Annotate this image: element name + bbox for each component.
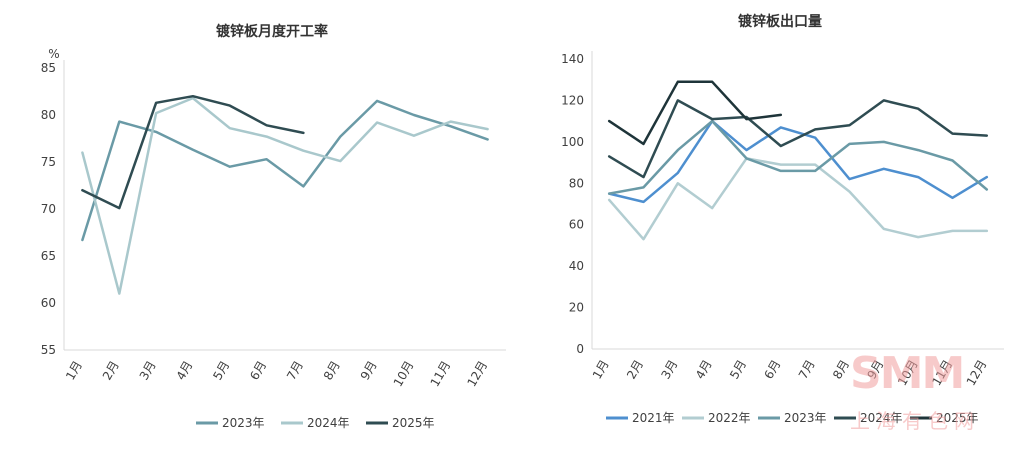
x-tick-label: 9月 <box>864 358 886 382</box>
y-tick-label: 60 <box>569 218 584 232</box>
chart-left-operating-rate: 镀锌板月度开工率% 55 60 65 70 75 80 85 1月 2月 3月 4月 5月 6月 7月 8月 9… <box>0 0 510 475</box>
y-tick-label: 75 <box>41 155 56 169</box>
x-tick-label: 6月 <box>247 359 269 383</box>
y-tick-label: 65 <box>41 249 56 263</box>
series-line-2025年 <box>81 94 305 210</box>
x-tick-label: 3月 <box>137 359 159 383</box>
y-tick-label: 80 <box>569 176 584 190</box>
x-tick-label: 11月 <box>428 359 454 390</box>
x-tick-label: 1月 <box>63 359 85 383</box>
x-tick-label: 12月 <box>464 359 490 390</box>
x-tick-label: 5月 <box>210 359 232 383</box>
y-tick-label: 120 <box>561 93 584 107</box>
legend-label: 2021年 <box>632 411 675 425</box>
x-tick-label: 7月 <box>284 359 306 383</box>
series-line-2023年 <box>607 119 989 195</box>
series-line-2024年 <box>81 96 489 295</box>
chart-title: 镀锌板月度开工率 <box>216 23 328 40</box>
x-tick-label: 11月 <box>929 358 955 389</box>
y-tick-label: 60 <box>41 296 56 310</box>
series-line-2022年 <box>607 157 989 241</box>
x-tick-label: 1月 <box>590 358 612 382</box>
series-line-2024年 <box>607 99 989 179</box>
x-tick-label: 7月 <box>796 358 818 382</box>
legend-label: 2025年 <box>936 411 979 425</box>
chart-right-export-volume: 镀锌板出口量 0 20 40 60 80 100 120 140 1月 2月 3月 4月 5月 6月 7月 8月… <box>510 0 1021 475</box>
x-tick-label: 5月 <box>727 358 749 382</box>
y-tick-label: 85 <box>41 61 56 75</box>
series-line-2025年 <box>607 80 783 146</box>
legend-label: 2023年 <box>784 411 827 425</box>
x-tick-label: 8月 <box>321 359 343 383</box>
x-tick-label: 3月 <box>658 358 680 382</box>
y-tick-label: 140 <box>561 52 584 66</box>
x-tick-label: 2月 <box>100 359 122 383</box>
legend-label: 2024年 <box>860 411 903 425</box>
x-tick-label: 2月 <box>624 358 646 382</box>
legend-label: 2023年 <box>222 416 265 430</box>
series-line-2023年 <box>81 99 489 242</box>
legend-label: 2022年 <box>708 411 751 425</box>
y-tick-label: 0 <box>576 342 584 356</box>
y-tick-label: 40 <box>569 259 584 273</box>
unit-label: % <box>48 47 59 61</box>
y-tick-label: 70 <box>41 202 56 216</box>
x-tick-label: 4月 <box>693 358 715 382</box>
x-tick-label: 10月 <box>895 358 921 389</box>
y-tick-label: 20 <box>569 301 584 315</box>
legend-label: 2025年 <box>392 416 435 430</box>
y-tick-label: 55 <box>41 343 56 357</box>
x-tick-label: 8月 <box>830 358 852 382</box>
x-tick-label: 12月 <box>964 358 990 389</box>
x-tick-label: 10月 <box>391 359 417 390</box>
export-volume-line-chart: 镀锌板出口量 0 20 40 60 80 100 120 140 1月 2月 3月 4月 5月 6月 7月 8月… <box>561 13 1004 425</box>
x-tick-label: 6月 <box>761 358 783 382</box>
y-tick-label: 100 <box>561 135 584 149</box>
series-line-2021年 <box>607 119 989 204</box>
x-tick-label: 4月 <box>174 359 196 383</box>
y-tick-label: 80 <box>41 108 56 122</box>
x-tick-label: 9月 <box>358 359 380 383</box>
chart-title: 镀锌板出口量 <box>738 13 822 30</box>
legend-label: 2024年 <box>307 416 350 430</box>
operating-rate-line-chart: 镀锌板月度开工率% 55 60 65 70 75 80 85 1月 2月 3月 4月 5月 6月 7月 8月 9… <box>41 23 506 430</box>
